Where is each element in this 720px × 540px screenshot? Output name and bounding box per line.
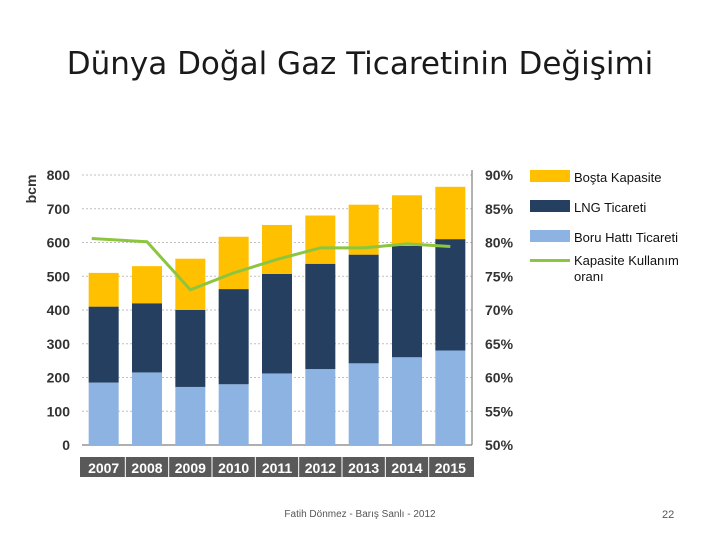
bar-pipeline-trade xyxy=(175,386,206,445)
legend-label-capacity-utilization: Kapasite Kullanım oranı xyxy=(574,253,679,284)
legend-capacity-utilization: Kapasite Kullanım oranı xyxy=(530,253,712,285)
slide-title: Dünya Doğal Gaz Ticaretinin Değişimi xyxy=(66,46,654,82)
bar-pipeline-trade xyxy=(348,363,379,445)
y2-tick-label: 80% xyxy=(485,235,514,251)
legend-line-capacity-utilization xyxy=(530,259,570,262)
bar-idle-capacity xyxy=(132,266,162,304)
y2-tick-label: 60% xyxy=(485,370,514,386)
bar-idle-capacity xyxy=(435,186,466,240)
legend-swatch-lng-trade xyxy=(530,200,570,212)
x-tick-label: 2009 xyxy=(175,460,206,476)
bar-pipeline-trade xyxy=(392,357,422,445)
x-tick-label: 2010 xyxy=(218,460,249,476)
y-tick-label: 200 xyxy=(47,370,71,386)
x-tick-label: 2014 xyxy=(391,460,422,476)
legend-lng-trade: LNG Ticareti xyxy=(530,200,712,216)
bar-idle-capacity xyxy=(218,236,249,290)
y-tick-label: 400 xyxy=(47,302,71,318)
y-tick-label: 800 xyxy=(47,167,71,183)
bar-pipeline-trade xyxy=(88,382,119,445)
legend-swatch-pipeline-trade xyxy=(530,230,570,242)
bar-idle-capacity xyxy=(262,224,292,274)
x-tick-label: 2011 xyxy=(262,460,293,476)
y-axis-title: bcm xyxy=(23,175,39,204)
legend-pipeline-trade: Boru Hattı Ticareti xyxy=(530,230,712,246)
x-tick-label: 2015 xyxy=(435,460,466,476)
bar-idle-capacity xyxy=(305,215,336,264)
bar-lng-trade xyxy=(88,306,119,383)
y2-tick-label: 75% xyxy=(485,268,514,284)
slide-footer: Fatih Dönmez - Barış Sanlı - 2012 xyxy=(284,509,436,520)
bar-pipeline-trade xyxy=(262,373,292,445)
x-tick-label: 2008 xyxy=(131,460,162,476)
x-tick-label: 2013 xyxy=(348,460,379,476)
x-tick-label: 2012 xyxy=(305,460,336,476)
y-tick-label: 600 xyxy=(47,235,71,251)
line-capacity-utilization xyxy=(91,237,451,292)
y-tick-label: 500 xyxy=(47,268,71,284)
y2-tick-label: 90% xyxy=(485,167,514,183)
page-number: 22 xyxy=(662,509,675,521)
y-tick-label: 300 xyxy=(47,336,71,352)
bar-pipeline-trade xyxy=(218,384,249,445)
bar-pipeline-trade xyxy=(305,369,336,445)
bar-lng-trade xyxy=(262,273,292,374)
y-tick-label: 100 xyxy=(47,403,71,419)
x-label-strip xyxy=(80,457,474,477)
bar-lng-trade xyxy=(218,289,249,385)
bar-lng-trade xyxy=(305,263,336,370)
x-tick-label: 2007 xyxy=(88,460,119,476)
bar-idle-capacity xyxy=(392,195,422,246)
y2-tick-label: 85% xyxy=(485,201,514,217)
legend-label-idle-capacity: Boşta Kapasite xyxy=(574,170,662,185)
legend-idle-capacity: Boşta Kapasite xyxy=(530,170,712,186)
bar-lng-trade xyxy=(348,254,379,364)
y2-tick-label: 55% xyxy=(485,403,514,419)
bar-lng-trade xyxy=(132,303,162,373)
y2-tick-label: 70% xyxy=(485,302,514,318)
bar-pipeline-trade xyxy=(132,372,162,445)
bar-lng-trade xyxy=(175,310,206,387)
y-tick-label: 700 xyxy=(47,201,71,217)
legend-label-pipeline-trade: Boru Hattı Ticareti xyxy=(574,230,679,245)
bar-lng-trade xyxy=(392,245,422,358)
legend-label-lng-trade: LNG Ticareti xyxy=(574,200,647,215)
bar-idle-capacity xyxy=(88,272,119,307)
y2-tick-label: 65% xyxy=(485,336,514,352)
legend-swatch-idle-capacity xyxy=(530,170,570,182)
y-tick-label: 0 xyxy=(62,437,70,453)
bar-pipeline-trade xyxy=(435,350,466,445)
y2-tick-label: 50% xyxy=(485,437,514,453)
bar-lng-trade xyxy=(435,239,466,351)
